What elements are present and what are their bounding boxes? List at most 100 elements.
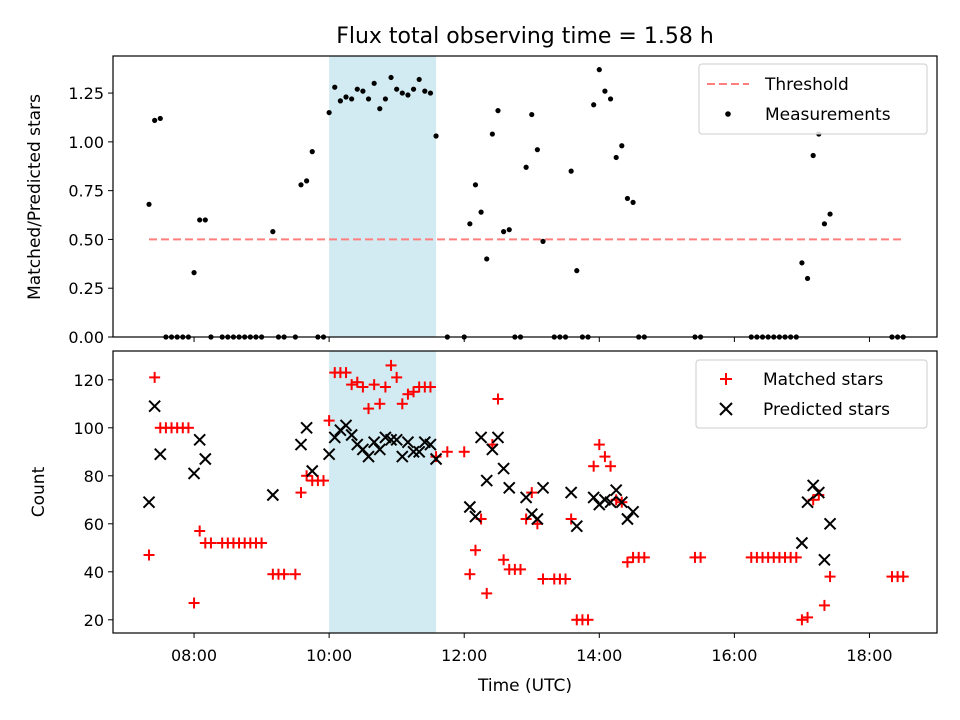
- matched-star-point: [424, 381, 436, 393]
- measurement-point: [405, 92, 411, 98]
- predicted-star-point: [412, 445, 426, 459]
- measurement-point: [472, 182, 479, 188]
- predicted-star-point: [486, 443, 499, 456]
- matched-star-point: [357, 381, 369, 393]
- predicted-star-stroke-b: [373, 443, 386, 456]
- predicted-star-point: [474, 431, 488, 444]
- predicted-star-point: [818, 553, 831, 567]
- predicted-star-stroke-b: [598, 493, 612, 507]
- predicted-star-stroke-b: [429, 452, 443, 466]
- matched-star-point: [256, 537, 268, 549]
- legend-measurements-swatch: [725, 111, 731, 117]
- measurement-point: [157, 115, 163, 122]
- top-panel: 0.00 0.25 0.50 0.75 1.00 1.25 Matched/Predict…: [25, 55, 938, 347]
- bottom-y-ticks: 20 40 60 80 100 120: [73, 371, 113, 630]
- matched-star-point: [188, 597, 200, 609]
- measurement-point: [534, 147, 540, 153]
- predicted-star-point: [531, 512, 544, 526]
- measurement-point: [304, 178, 310, 184]
- measurement-point: [152, 117, 158, 123]
- measurement-point: [422, 88, 428, 94]
- predicted-star-point: [154, 447, 167, 461]
- measurement-point: [607, 96, 614, 102]
- predicted-star-point: [187, 467, 201, 480]
- measurement-point: [416, 76, 422, 83]
- measurement-point: [467, 221, 473, 227]
- legend-threshold-label: Threshold: [764, 75, 849, 95]
- predicted-star-point: [424, 438, 437, 451]
- bottom-y-tick-label: 100: [73, 419, 104, 438]
- predicted-star-point: [294, 438, 308, 451]
- matched-star-point: [897, 571, 909, 583]
- measurement-point: [602, 88, 608, 94]
- predicted-star-stroke-b: [339, 419, 353, 432]
- top-y-axis-label: Matched/Predicted stars: [25, 94, 45, 300]
- measurement-point: [484, 256, 490, 262]
- x-tick-label: 12:00: [441, 646, 487, 665]
- top-y-tick-label: 0.75: [68, 182, 104, 201]
- predicted-star-stroke-b: [384, 433, 398, 447]
- predicted-star-stroke-b: [142, 495, 156, 509]
- measurement-point: [388, 74, 394, 81]
- predicted-star-stroke-b: [570, 519, 583, 533]
- measurement-point: [382, 96, 389, 102]
- predicted-star-point: [339, 419, 353, 432]
- bottom-legend: Matched stars Predicted stars: [695, 359, 928, 429]
- x-tick-label: 16:00: [711, 646, 757, 665]
- matched-star-point: [464, 568, 476, 580]
- predicted-star-point: [384, 433, 398, 447]
- predicted-star-stroke-b: [604, 495, 617, 509]
- measurement-point: [326, 109, 332, 116]
- matched-star-point: [638, 551, 650, 563]
- matched-star-point: [599, 451, 611, 463]
- matched-star-point: [346, 379, 358, 391]
- predicted-star-stroke-b: [300, 421, 313, 435]
- predicted-star-stroke-b: [424, 438, 437, 451]
- predicted-star-point: [306, 464, 319, 478]
- x-tick-label: 08:00: [171, 646, 217, 665]
- predicted-star-point: [142, 495, 156, 509]
- matched-star-point: [385, 359, 397, 371]
- top-y-ticks: 0.00 0.25 0.50 0.75 1.00 1.25: [68, 84, 113, 347]
- predicted-star-point: [480, 474, 493, 487]
- predicted-star-point: [266, 488, 280, 502]
- predicted-star-stroke-b: [806, 479, 820, 492]
- measurement-point: [427, 90, 434, 96]
- predicted-star-stroke-b: [503, 481, 516, 495]
- predicted-star-stroke-b: [626, 505, 640, 519]
- predicted-star-point: [795, 536, 809, 550]
- matched-star-point: [492, 393, 504, 405]
- predicted-star-point: [367, 435, 381, 449]
- predicted-star-point: [300, 421, 313, 435]
- matched-star-point: [368, 379, 380, 391]
- predicted-star-point: [801, 495, 814, 509]
- predicted-star-stroke-b: [328, 431, 341, 444]
- predicted-star-point: [390, 433, 403, 447]
- legend-matched-swatch: [720, 373, 732, 385]
- measurement-point: [619, 143, 625, 149]
- predicted-star-point: [373, 443, 386, 456]
- predicted-star-point: [396, 450, 409, 463]
- matched-star-point: [351, 376, 363, 388]
- matched-star-point: [379, 381, 391, 393]
- predicted-star-stroke-b: [497, 462, 510, 475]
- predicted-star-stroke-b: [615, 495, 629, 509]
- matched-star-point: [621, 556, 633, 568]
- measurement-point: [270, 229, 276, 235]
- predicted-star-stroke-b: [193, 433, 206, 447]
- matched-star-point: [194, 525, 206, 537]
- bottom-x-ticks: 08:00 10:00 12:00 14:00 16:00 18:00: [171, 633, 893, 665]
- predicted-star-point: [199, 452, 212, 466]
- matched-star-point: [818, 599, 830, 611]
- matched-star-point: [318, 475, 330, 487]
- measurement-point: [349, 96, 355, 102]
- matched-star-point: [149, 371, 161, 383]
- predicted-star-stroke-b: [812, 486, 826, 499]
- matched-star-point: [695, 551, 707, 563]
- matched-star-point: [278, 568, 290, 580]
- matched-star-point: [441, 446, 453, 458]
- predicted-star-stroke-b: [294, 438, 308, 451]
- predicted-star-point: [609, 483, 623, 497]
- predicted-star-point: [401, 435, 415, 449]
- top-y-tick-label: 0.25: [68, 279, 104, 298]
